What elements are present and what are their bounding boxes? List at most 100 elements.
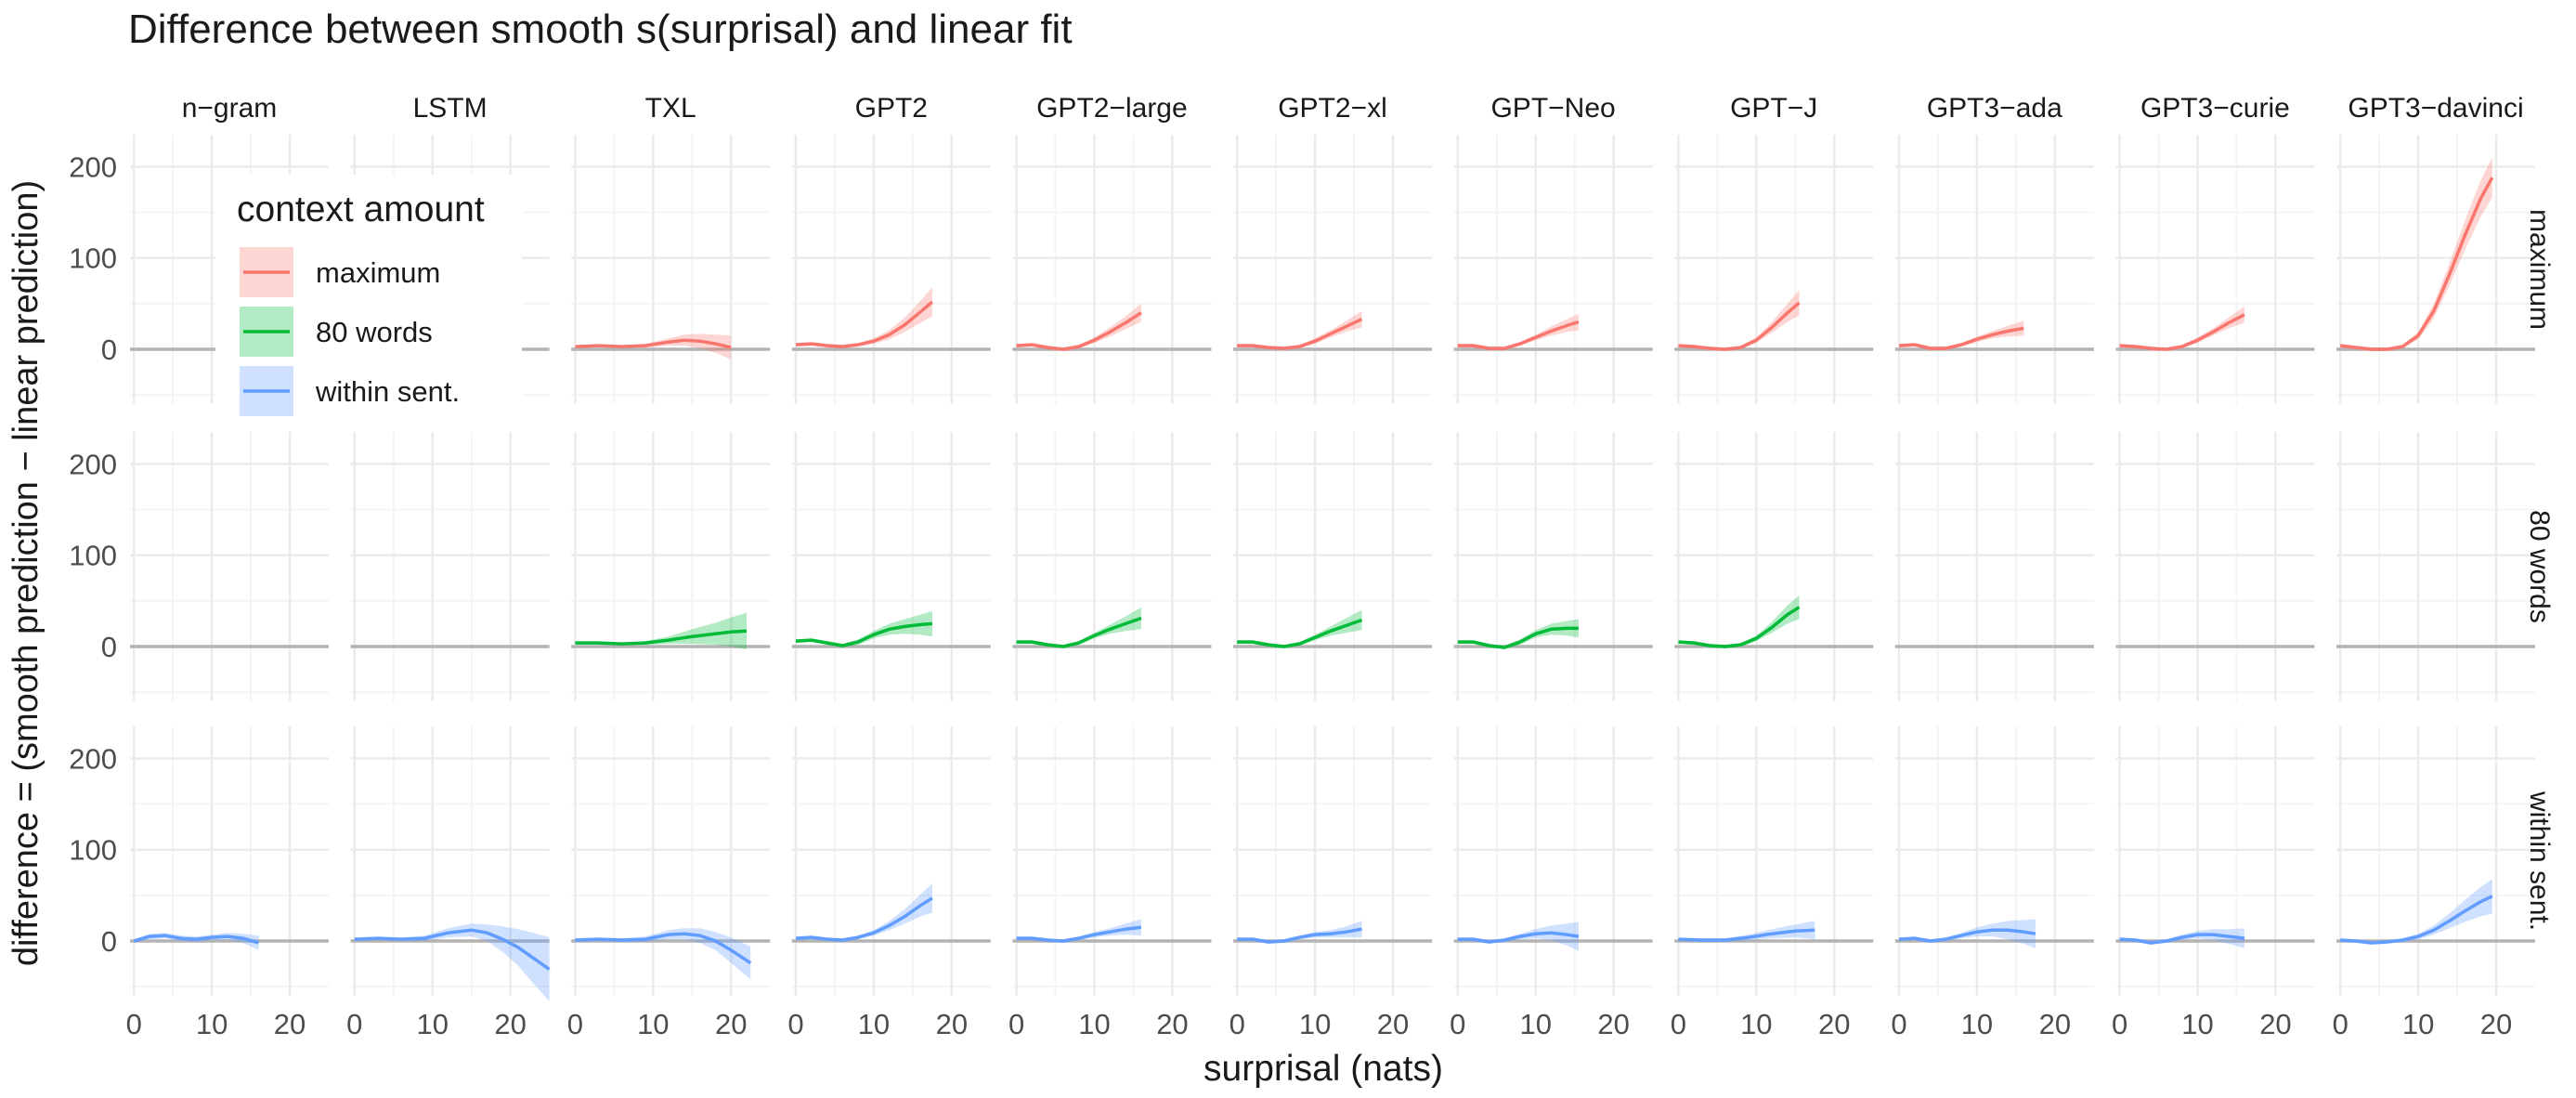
smooth-difference-line [795, 300, 934, 348]
y-tick-label: 200 [69, 448, 117, 480]
x-tick-label: 0 [1008, 1008, 1024, 1040]
facet-strip-labels: n−gram LSTM TXL GPT2 GPT2−large GPT2−xl GPT−Ne… [182, 93, 2555, 931]
y-tick-label: 200 [69, 742, 117, 775]
smooth-difference-line [795, 896, 933, 942]
x-tick-label: 10 [1961, 1008, 1993, 1040]
panel-within-sent-gpt2-xl [1233, 726, 1432, 996]
x-tick-label: 20 [1818, 1008, 1850, 1040]
series-within-sent-gpt-neo [1457, 922, 1580, 951]
panel-within-sent-lstm [350, 726, 550, 996]
series-within-sent-gpt2-xl [1237, 921, 1362, 944]
panel-maximum-gpt3-davinci [2336, 135, 2535, 404]
series-maximum-gpt3-curie [2119, 306, 2245, 351]
x-tick-label: 20 [494, 1008, 526, 1040]
y-tick-label: 0 [101, 925, 117, 958]
legend-background [215, 175, 522, 418]
facet-row-label: maximum [2524, 209, 2555, 330]
series-within-sent-txl [575, 928, 752, 980]
facet-column-label: n−gram [182, 93, 278, 124]
x-tick-label: 20 [274, 1008, 306, 1040]
smooth-difference-line [2339, 176, 2494, 351]
smooth-difference-line [1898, 928, 2036, 943]
x-tick-label: 20 [2259, 1008, 2291, 1040]
smooth-difference-line [1237, 318, 1363, 350]
series-maximum-gpt2 [795, 287, 934, 348]
legend-label-within-sent: within sent. [315, 375, 460, 408]
x-tick-label: 20 [2480, 1008, 2512, 1040]
series-within-sent-gpt2-large [1016, 919, 1142, 943]
x-tick-label: 20 [1377, 1008, 1409, 1040]
x-tick-label: 0 [1229, 1008, 1245, 1040]
x-tick-label: 0 [567, 1008, 583, 1040]
y-tick-label: 200 [69, 150, 117, 183]
x-tick-label: 10 [1078, 1008, 1110, 1040]
panel-80-words-gpt2-xl [1233, 432, 1432, 701]
smooth-difference-line [1678, 928, 1815, 942]
x-tick-label: 10 [2181, 1008, 2213, 1040]
y-tick-label: 100 [69, 834, 117, 867]
series-maximum-gpt2-xl [1237, 310, 1363, 350]
series-maximum-gpt2-large [1016, 303, 1142, 351]
smooth-difference-line [354, 928, 551, 971]
panel-80-words-gpt3-ada [1894, 432, 2094, 701]
series-80-words-gpt-j [1678, 595, 1801, 648]
y-tick-label: 0 [101, 631, 117, 663]
facet-column-label: TXL [645, 93, 696, 124]
legend-label-maximum: maximum [316, 256, 440, 289]
series-maximum-gpt-neo [1457, 313, 1580, 350]
x-tick-label: 10 [858, 1008, 890, 1040]
smooth-difference-line [1457, 320, 1580, 350]
smooth-difference-line [133, 934, 259, 945]
smooth-difference-line [575, 629, 748, 646]
x-tick-label: 20 [2039, 1008, 2071, 1040]
series-maximum-txl [575, 333, 732, 359]
panel-within-sent-gpt3-ada [1894, 726, 2094, 996]
series-maximum-gpt3-davinci [2339, 157, 2494, 351]
x-tick-label: 0 [2112, 1008, 2127, 1040]
smooth-difference-line [1678, 606, 1801, 648]
smooth-difference-line [1898, 326, 2024, 350]
series-80-words-gpt2-large [1016, 607, 1142, 648]
series-within-sent-gpt3-curie [2119, 928, 2245, 948]
y-tick-label: 100 [69, 540, 117, 572]
facet-column-label: GPT2−xl [1278, 93, 1387, 124]
x-tick-label: 10 [1740, 1008, 1772, 1040]
series-maximum-gpt-j [1678, 290, 1801, 351]
facet-row-label: within sent. [2524, 791, 2555, 931]
panel-within-sent-gpt2-large [1012, 726, 1212, 996]
x-tick-label: 0 [126, 1008, 142, 1040]
series-80-words-gpt2-xl [1237, 609, 1363, 648]
smooth-difference-line [1678, 301, 1801, 351]
series-80-words-gpt-neo [1457, 619, 1579, 649]
x-tick-label: 0 [346, 1008, 362, 1040]
facet-column-label: GPT2−large [1036, 93, 1188, 124]
panel-maximum-gpt2 [791, 135, 991, 404]
series-within-sent-gpt-j [1678, 921, 1815, 942]
smooth-difference-line [575, 338, 732, 349]
confidence-band [575, 612, 747, 649]
x-tick-label: 0 [2333, 1008, 2348, 1040]
smooth-difference-line [1237, 618, 1363, 648]
confidence-band [354, 923, 550, 1001]
facet-column-label: LSTM [413, 93, 488, 124]
series-within-sent-gpt3-ada [1898, 919, 2036, 948]
x-tick-label: 10 [2402, 1008, 2434, 1040]
confidence-band [1457, 619, 1579, 649]
x-tick-label: 10 [637, 1008, 669, 1040]
series-within-sent-gpt3-davinci [2340, 879, 2493, 945]
facet-column-label: GPT3−ada [1927, 93, 2062, 124]
panel-80-words-gpt2 [791, 432, 991, 701]
panel-within-sent-gpt-j [1674, 726, 1874, 996]
smooth-difference-line [1016, 925, 1142, 943]
smooth-difference-line [575, 932, 752, 965]
y-tick-label: 0 [101, 333, 117, 366]
panel-80-words-gpt2-large [1012, 432, 1212, 701]
legend: context amount maximum 80 words within sent… [215, 175, 522, 418]
x-tick-label: 10 [1299, 1008, 1331, 1040]
y-axis-label: difference = (smooth prediction − linear… [7, 180, 46, 966]
panel-80-words-txl [571, 432, 771, 701]
x-tick-label: 20 [715, 1008, 747, 1040]
panel-maximum-txl [571, 135, 771, 404]
